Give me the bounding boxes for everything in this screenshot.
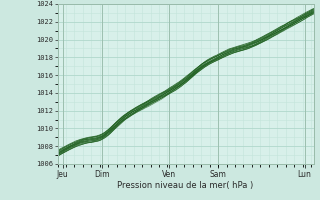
- X-axis label: Pression niveau de la mer( hPa ): Pression niveau de la mer( hPa ): [117, 181, 254, 190]
